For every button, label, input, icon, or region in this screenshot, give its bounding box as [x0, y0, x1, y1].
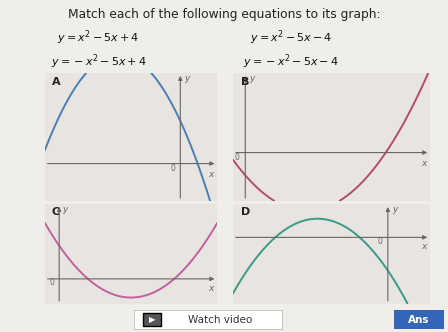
Text: y: y [392, 205, 397, 214]
Text: 0: 0 [378, 237, 383, 246]
Text: $y = -x^2 - 5x + 4$: $y = -x^2 - 5x + 4$ [51, 52, 146, 71]
Text: x: x [421, 159, 426, 168]
Text: C: C [52, 207, 60, 217]
Text: y: y [63, 205, 68, 214]
Text: Watch video: Watch video [188, 315, 252, 325]
Text: 0: 0 [50, 278, 55, 288]
Text: y: y [249, 74, 254, 83]
Text: x: x [421, 242, 426, 251]
Text: Ans: Ans [408, 315, 430, 325]
Text: $y = -x^2 - 5x - 4$: $y = -x^2 - 5x - 4$ [243, 52, 339, 71]
Text: x: x [208, 284, 214, 293]
FancyBboxPatch shape [143, 313, 161, 326]
Text: $y = x^2 - 5x + 4$: $y = x^2 - 5x + 4$ [57, 29, 140, 47]
Text: A: A [52, 77, 60, 87]
Text: ▶: ▶ [149, 315, 155, 324]
Text: B: B [241, 77, 249, 87]
Text: Match each of the following equations to its graph:: Match each of the following equations to… [68, 8, 380, 21]
Text: 0: 0 [171, 164, 176, 173]
Text: 0: 0 [235, 153, 240, 162]
Text: y: y [184, 74, 189, 83]
Text: D: D [241, 207, 250, 217]
Text: $y = x^2 - 5x - 4$: $y = x^2 - 5x - 4$ [250, 29, 332, 47]
Text: x: x [208, 170, 214, 179]
